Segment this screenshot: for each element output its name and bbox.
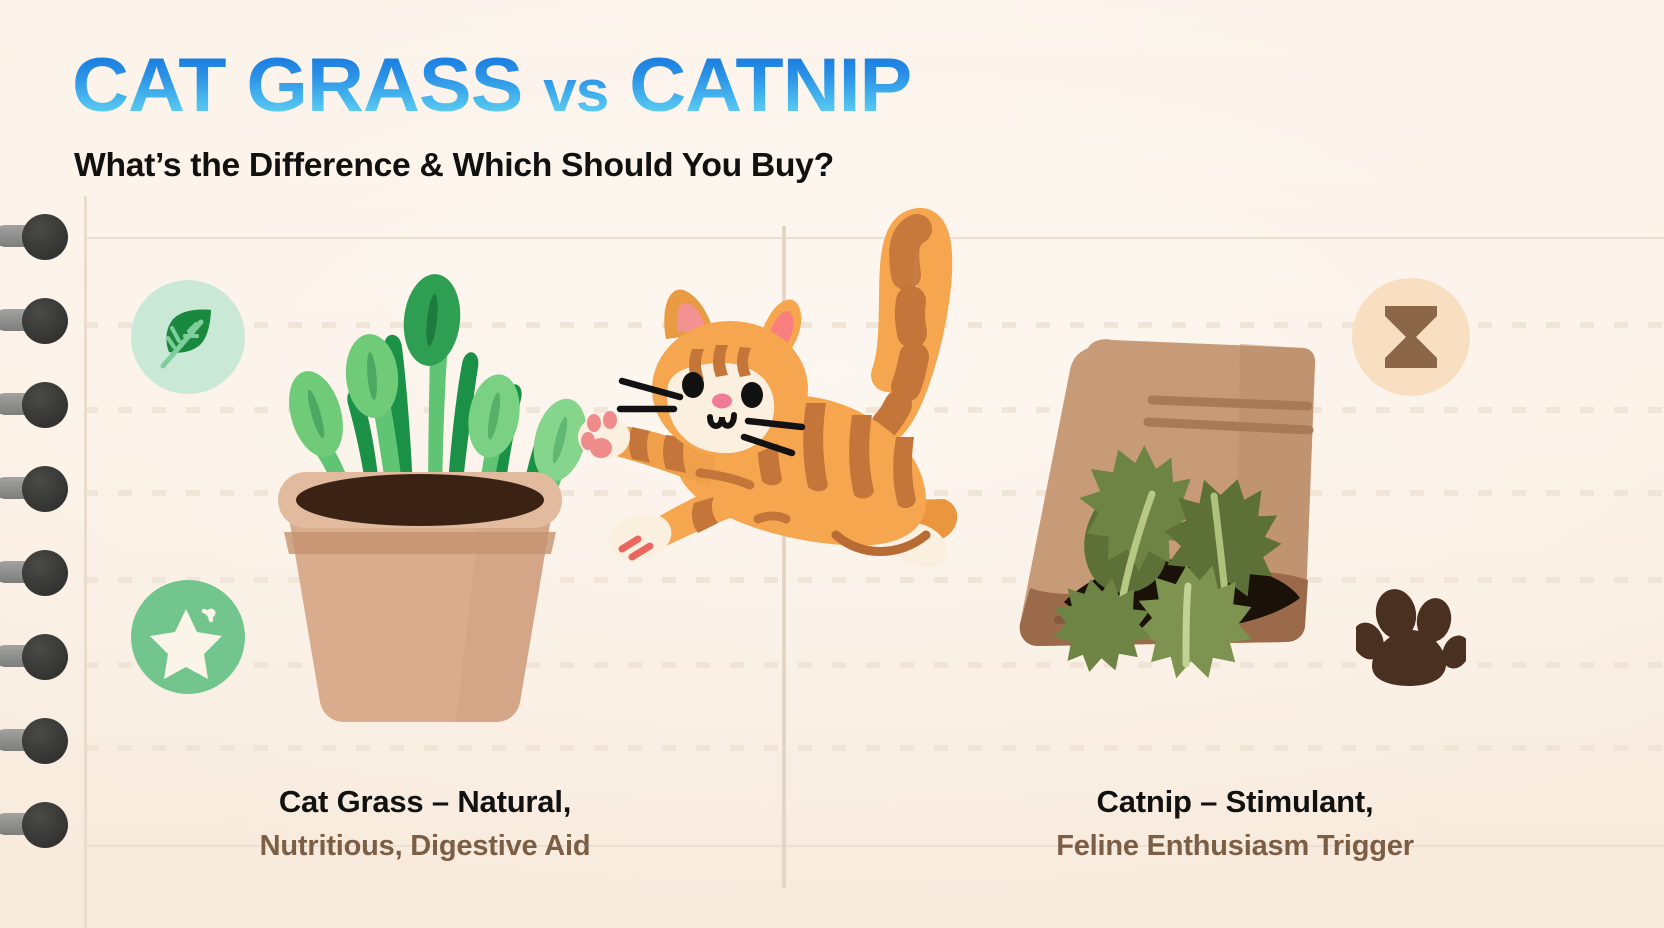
cat-haunch-line [831,530,931,556]
badge-leaf [131,280,245,394]
bag-seam [1143,417,1314,435]
binding-hole [22,550,68,596]
title-part-1: CAT GRASS [72,43,523,128]
binding-ring [0,382,70,428]
catnip-bag-illustration [1019,339,1316,679]
caption-catnip-line2: Feline Enthusiasm Trigger [1056,830,1414,862]
badge-hourglass [1352,278,1470,396]
binding-ring [0,214,70,260]
rule-line-dashed-4 [84,577,1664,583]
binding-ring [0,298,70,344]
caption-cat-grass: Cat Grass – Natural, Nutritious, Digesti… [145,784,705,863]
binding-ring [0,550,70,596]
panel-divider [782,226,786,888]
title-part-2: CATNIP [629,43,912,128]
pot-band [284,532,556,554]
cat-eye-right [741,382,763,408]
leaping-cat-illustration [578,208,958,568]
cat-front-legs [578,411,791,561]
binding-hole [22,718,68,764]
terracotta-pot [278,472,562,723]
binding-ring [0,634,70,680]
grass-seed-heads [289,274,587,482]
binding-hole [22,298,68,344]
hourglass-icon [1385,306,1437,368]
paw-print-icon [1356,589,1466,686]
title-vs: vs [543,59,609,124]
rule-line-dashed-5 [84,662,1664,668]
rule-line-dashed-2 [84,407,1664,413]
cat-eye-left [682,372,704,398]
binding-hole [22,382,68,428]
binding-hole [22,466,68,512]
caption-cat-grass-line2: Nutritious, Digestive Aid [259,830,591,862]
rule-line-bottom [84,845,1664,847]
bag-seam [1147,395,1313,411]
spiral-binding [0,0,86,928]
binding-ring [0,466,70,512]
cat-nose [712,393,732,409]
leaf-icon [160,309,211,369]
rule-line-dashed-1 [84,322,1664,328]
rule-line-top [84,237,1664,239]
page-subtitle: What’s the Difference & Which Should You… [74,146,834,183]
binding-ring [0,802,70,848]
caption-cat-grass-line1: Cat Grass – Natural, [278,784,572,819]
binding-hole [22,634,68,680]
catnip-leaves [1054,445,1282,679]
cat-tail [871,208,953,442]
badge-star [131,580,245,694]
rule-line-dashed-6 [84,745,1664,751]
caption-catnip-line1: Catnip – Stimulant, [1096,784,1374,819]
binding-ring [0,718,70,764]
cat-head [616,289,808,457]
cat-grass-illustration [278,274,587,723]
cat-whiskers [616,377,806,457]
page-title: CAT GRASS vs CATNIP [72,48,911,124]
binding-hole [22,802,68,848]
pot-soil-top [296,474,544,526]
margin-line-left [84,196,87,928]
cat-mouth [707,412,737,429]
badge-paw-print [1352,578,1470,696]
binding-hole [22,214,68,260]
star-icon [150,608,222,679]
caption-catnip: Catnip – Stimulant, Feline Enthusiasm Tr… [955,784,1515,863]
